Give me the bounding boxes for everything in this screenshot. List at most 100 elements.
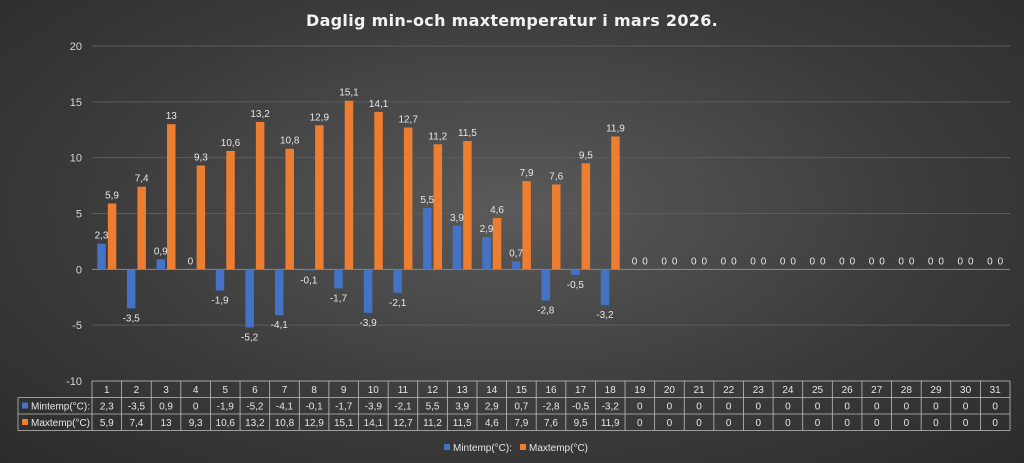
- max-temp-data-label: 12,9: [310, 112, 330, 123]
- max-temp-cell: 15,1: [334, 418, 354, 429]
- min-temp-bar: [274, 269, 284, 316]
- min-temp-data-label: 0: [898, 256, 904, 267]
- max-temp-bar: [374, 111, 383, 270]
- min-temp-data-label: -2,8: [537, 306, 555, 317]
- max-temp-cell: 0: [667, 418, 673, 429]
- max-temp-data-label: 12,7: [398, 115, 418, 126]
- min-temp-data-label: -4,1: [271, 320, 289, 331]
- min-temp-bar: [126, 269, 136, 309]
- min-temp-bar: [334, 269, 343, 289]
- max-temp-data-label: 0: [938, 256, 944, 267]
- max-temp-data-label: 0: [702, 256, 708, 267]
- x-category-label: 14: [486, 385, 498, 396]
- max-temp-bar: [581, 163, 591, 270]
- max-temp-bar: [611, 136, 620, 270]
- data-table: 1 2,3 5,9 2 -3,5 7,4 3 0,9 13 4 0 9,3 5 -1,9 10,6 6 -5,2…: [17, 380, 1011, 431]
- max-temp-data-label: 0: [850, 256, 856, 267]
- min-temp-cell: 0: [726, 402, 732, 413]
- x-category-label: 25: [812, 385, 824, 396]
- min-temp-cell: -1,9: [217, 402, 235, 413]
- min-temp-bar: [452, 225, 462, 270]
- min-temp-cell: -2,8: [542, 402, 560, 413]
- max-temp-data-label: 9,5: [579, 150, 593, 161]
- max-temp-cell: 0: [726, 418, 732, 429]
- x-category-label: 8: [311, 385, 317, 396]
- min-temp-bar: [423, 207, 432, 270]
- min-temp-data-label: 0: [869, 256, 875, 267]
- x-category-label: 20: [664, 385, 676, 396]
- max-temp-bar: [463, 140, 472, 270]
- max-temp-data-label: 15,1: [339, 88, 359, 99]
- min-temp-cell: -3,5: [128, 402, 146, 413]
- min-temp-cell: 0: [193, 402, 199, 413]
- max-temp-cell: 14,1: [364, 418, 384, 429]
- x-category-label: 7: [282, 385, 288, 396]
- max-temp-cell: 7,6: [544, 418, 558, 429]
- min-temp-bar: [156, 259, 166, 270]
- x-category-label: 4: [193, 385, 199, 396]
- min-temp-data-label: -0,1: [300, 275, 318, 286]
- min-temp-cell: 0,7: [514, 402, 528, 413]
- max-temp-bar: [167, 124, 176, 270]
- gridlines: [92, 45, 1010, 382]
- min-temp-cell: 0: [785, 402, 791, 413]
- max-temp-cell: 9,5: [574, 418, 588, 429]
- min-temp-data-label: 2,3: [95, 231, 109, 242]
- max-temp-data-label: 0: [672, 256, 678, 267]
- max-temp-cell: 0: [874, 418, 880, 429]
- y-tick-label: 0: [76, 264, 82, 276]
- min-temp-data-label: -1,7: [330, 293, 348, 304]
- min-temp-data-label: -5,2: [241, 332, 259, 343]
- min-temp-data-label: -0,5: [567, 280, 585, 291]
- max-temp-data-label: 0: [761, 256, 767, 267]
- min-temp-cell: -3,9: [365, 402, 383, 413]
- max-temp-cell: 0: [637, 418, 643, 429]
- min-temp-data-label: -3,5: [123, 313, 141, 324]
- y-tick-label: 10: [70, 153, 82, 165]
- min-temp-data-label: 0: [809, 256, 815, 267]
- x-category-label: 12: [427, 385, 439, 396]
- min-temp-data-label: 0: [188, 256, 194, 267]
- min-temp-data-label: 0,9: [154, 246, 168, 257]
- y-tick-label: 20: [70, 41, 82, 53]
- min-temp-data-label: 0: [661, 256, 667, 267]
- min-temp-data-label: 0: [750, 256, 756, 267]
- max-temp-cell: 12,9: [304, 418, 324, 429]
- min-temp-data-label: 5,5: [420, 195, 434, 206]
- min-temp-cell: 0: [963, 402, 969, 413]
- x-category-label: 2: [134, 385, 140, 396]
- max-temp-data-label: 0: [820, 256, 826, 267]
- max-temp-row-header: Maxtemp(°C): [31, 418, 90, 429]
- x-category-label: 24: [782, 385, 794, 396]
- x-category-label: 9: [341, 385, 347, 396]
- min-temp-cell: 0: [667, 402, 673, 413]
- x-category-label: 6: [252, 385, 258, 396]
- max-temp-bar: [255, 121, 265, 270]
- x-category-label: 27: [871, 385, 883, 396]
- x-category-label: 17: [575, 385, 587, 396]
- max-temp-cell: 7,4: [129, 418, 143, 429]
- min-temp-cell: 0: [992, 402, 998, 413]
- max-temp-cell: 11,5: [453, 418, 472, 429]
- x-category-label: 21: [694, 385, 706, 396]
- min-temp-cell: 0,9: [159, 402, 173, 413]
- max-temp-data-label: 13,2: [250, 109, 270, 120]
- y-tick-label: -10: [66, 376, 82, 388]
- x-category-label: 30: [960, 385, 972, 396]
- max-temp-cell: 9,3: [189, 418, 203, 429]
- min-temp-bar: [511, 261, 521, 270]
- y-tick-label: 15: [70, 97, 82, 109]
- min-temp-data-label: 0: [958, 256, 964, 267]
- x-category-label: 10: [368, 385, 380, 396]
- max-temp-data-label: 0: [790, 256, 796, 267]
- min-temp-data-label: -1,9: [211, 296, 229, 307]
- min-temp-cell: -0,5: [572, 402, 590, 413]
- min-temp-data-label: 2,9: [480, 224, 494, 235]
- max-temp-cell: 10,6: [216, 418, 236, 429]
- min-temp-data-label: 0,7: [509, 249, 523, 260]
- max-temp-cell: 0: [844, 418, 850, 429]
- min-temp-cell: 0: [815, 402, 821, 413]
- min-temp-cell: -5,2: [246, 402, 264, 413]
- max-temp-cell: 0: [785, 418, 791, 429]
- min-temp-bar: [482, 236, 491, 270]
